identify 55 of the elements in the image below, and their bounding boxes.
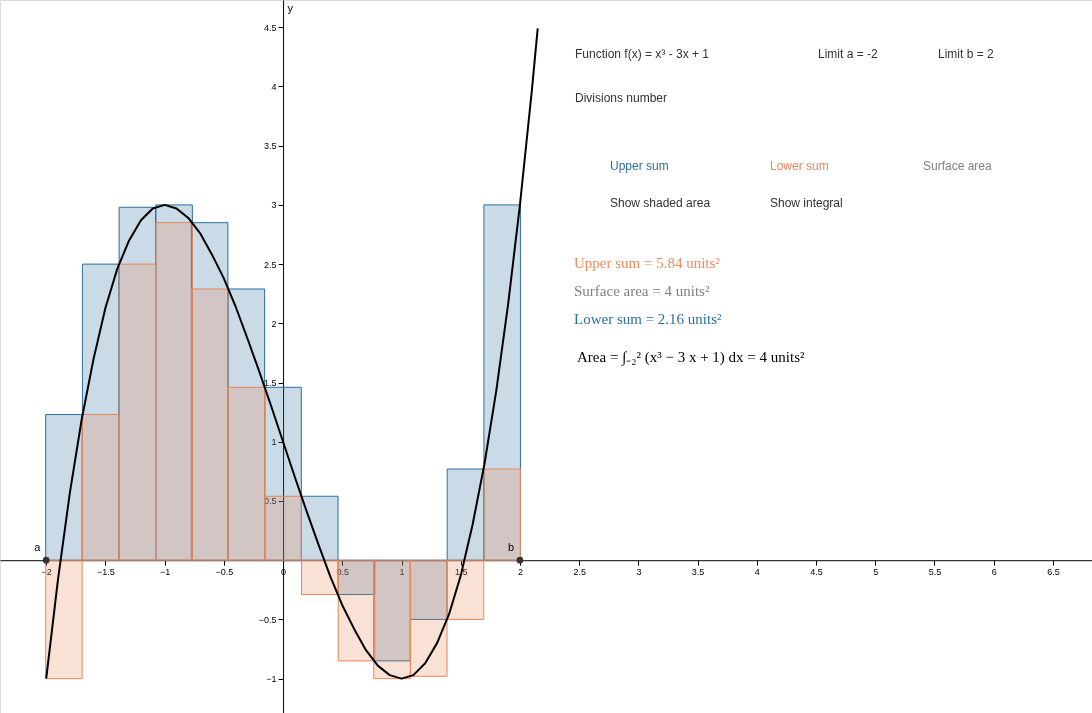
x-tick-label: 0 xyxy=(281,566,287,577)
text: Lower sum xyxy=(770,159,829,173)
x-tick-label: 3 xyxy=(636,566,642,577)
bar xyxy=(301,559,339,596)
annotation: Surface area = 4 units² xyxy=(574,283,710,299)
x-tick-label: −2 xyxy=(41,566,52,577)
x-tick-label: −1 xyxy=(160,566,171,577)
text: Upper sum xyxy=(610,159,669,173)
bar xyxy=(264,495,302,561)
x-tick-label: 4.5 xyxy=(810,566,823,577)
annotation: Upper sum = 5.84 units² xyxy=(574,255,721,271)
x-tick-label: 2 xyxy=(517,566,523,577)
annotation: Lower sum = 2.16 units² xyxy=(574,311,723,327)
y-tick-label: −0.5 xyxy=(258,614,277,625)
bar xyxy=(337,559,376,662)
annotation: Limit a = -2 xyxy=(818,47,879,61)
x-tick-label: 4 xyxy=(754,566,760,577)
bar xyxy=(483,468,521,561)
annotation: a xyxy=(34,541,42,554)
y-tick-label: 2 xyxy=(271,318,277,329)
y-tick-label: 3.5 xyxy=(264,141,277,152)
x-tick-label: 5 xyxy=(873,566,879,577)
y-tick-label: 2.5 xyxy=(264,259,277,270)
annotation: Limit b = 2 xyxy=(938,47,995,61)
bar xyxy=(409,559,448,677)
x-tick-label: 3.5 xyxy=(691,566,705,577)
annotation: Show integral xyxy=(770,196,843,210)
x-tick-label: 6 xyxy=(991,566,997,577)
y-tick-label: 1.5 xyxy=(264,378,277,389)
bar xyxy=(227,386,266,561)
bar xyxy=(118,263,157,561)
y-axis-title: y xyxy=(287,1,294,14)
annotation: Area = ∫₋₂² (x³ − 3 x + 1) dx = 4 units² xyxy=(577,349,805,366)
x-tick-label: −1.5 xyxy=(97,566,115,577)
y-tick-label: 1 xyxy=(271,437,277,448)
annotation: b xyxy=(507,541,515,554)
x-tick-label: 6.5 xyxy=(1047,566,1060,577)
x-tick-label: 2.5 xyxy=(573,566,586,577)
annotation: Function f(x) = x³ - 3x + 1 xyxy=(575,47,710,61)
y-tick-label: 4 xyxy=(271,81,277,92)
y-tick-label: 4.5 xyxy=(264,22,277,33)
bar xyxy=(446,559,485,620)
y-tick-label: −1 xyxy=(266,674,277,685)
bar xyxy=(45,414,83,561)
x-tick-label: −0.5 xyxy=(215,566,234,577)
bar xyxy=(81,414,120,561)
annotation: Divisions number xyxy=(575,91,668,105)
y-tick-label: 3 xyxy=(271,200,277,211)
annotation: Show shaded area xyxy=(610,196,711,210)
x-tick-label: 5.5 xyxy=(928,566,942,577)
bar xyxy=(301,495,339,561)
bar xyxy=(446,468,485,561)
annotation: Surface area xyxy=(923,159,993,173)
bar xyxy=(190,288,229,561)
x-tick-label: 1 xyxy=(399,566,405,577)
